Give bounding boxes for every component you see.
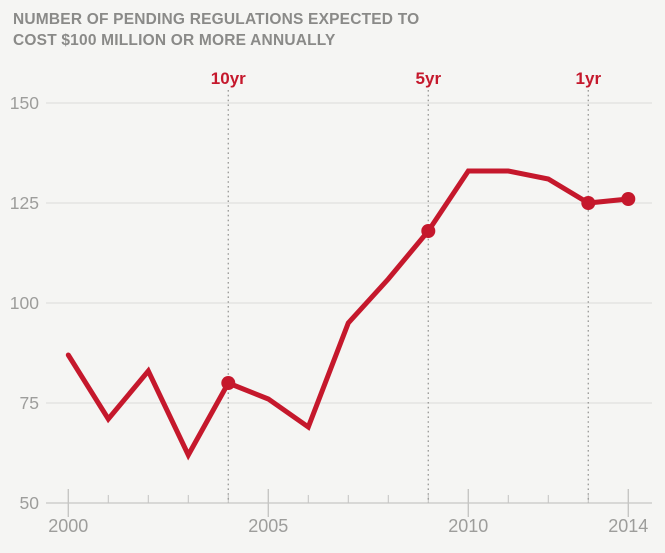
annotation-label: 5yr — [416, 69, 442, 88]
data-point-marker — [621, 192, 636, 206]
chart-title: NUMBER OF PENDING REGULATIONS EXPECTED T… — [13, 9, 419, 51]
y-axis-tick-label: 150 — [10, 93, 39, 113]
x-axis-tick-label: 2010 — [448, 516, 488, 536]
data-point-marker — [581, 196, 596, 210]
y-axis-tick-label: 50 — [20, 493, 40, 513]
chart-title-line-2: COST $100 MILLION OR MORE ANNUALLY — [13, 32, 336, 49]
data-point-marker — [421, 224, 436, 238]
y-axis-tick-label: 100 — [10, 293, 39, 313]
annotation-label: 1yr — [576, 69, 602, 88]
series-line — [65, 168, 631, 461]
x-axis-tick-label: 2014 — [608, 516, 648, 536]
y-axis-tick-label: 125 — [10, 193, 39, 213]
chart-title-line-1: NUMBER OF PENDING REGULATIONS EXPECTED T… — [13, 11, 420, 28]
x-axis-tick-label: 2000 — [48, 516, 88, 536]
x-axis-tick-label: 2005 — [248, 516, 288, 536]
annotation-label: 10yr — [211, 69, 246, 88]
y-axis-tick-label: 75 — [20, 393, 39, 413]
data-point-marker — [221, 376, 236, 390]
